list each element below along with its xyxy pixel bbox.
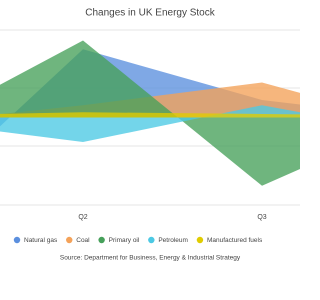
- legend-label[interactable]: Natural gas: [24, 237, 58, 244]
- legend-marker: [196, 236, 204, 244]
- legend-marker: [148, 236, 155, 244]
- x-tick-label: Q3: [257, 214, 266, 221]
- plot-area: [0, 40, 300, 186]
- area: [0, 112, 300, 118]
- legend-marker: [66, 236, 73, 244]
- x-tick-label: Q2: [78, 214, 87, 221]
- legend-label[interactable]: Coal: [76, 237, 90, 244]
- legend-label[interactable]: Primary oil: [109, 237, 140, 244]
- labels: Q2 Q3 Natural gas Coal Primary oil Petroleum M…: [13, 214, 267, 244]
- source: Source: Department for Business, Energy …: [60, 255, 241, 262]
- chart: Changes in UK Energy Stock Q2 Q3 Natural g…: [0, 8, 300, 262]
- chart-title: Changes in UK Energy Stock: [85, 8, 216, 19]
- legend-marker: [98, 236, 105, 244]
- legend-label[interactable]: Petroleum: [158, 237, 188, 244]
- legend-marker: [13, 236, 21, 244]
- legend-label[interactable]: Manufactured fuels: [207, 237, 263, 244]
